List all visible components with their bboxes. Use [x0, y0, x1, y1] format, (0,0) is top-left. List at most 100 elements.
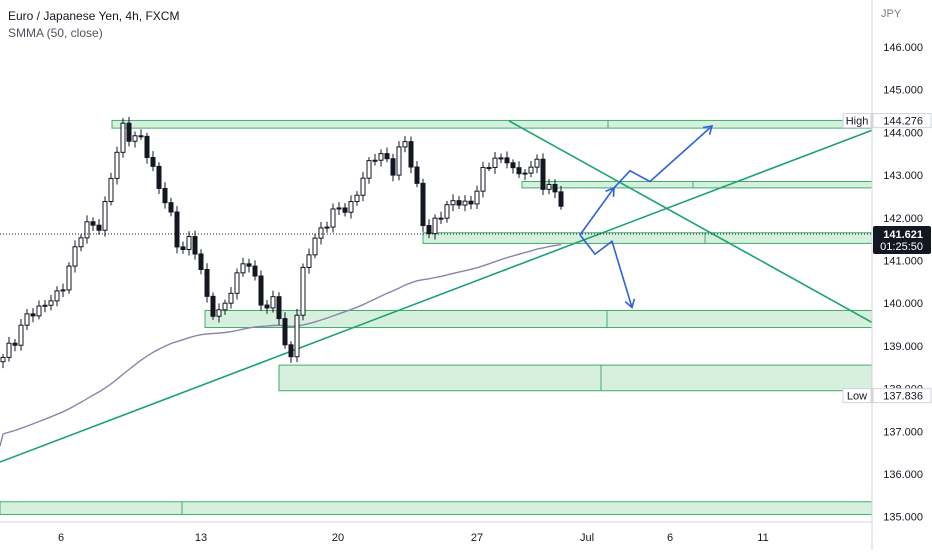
candle-body [462, 200, 468, 206]
candle [6, 336, 12, 362]
candle-body [438, 217, 444, 220]
candle [324, 221, 330, 233]
candle-body [210, 295, 216, 317]
candle-body [522, 172, 528, 175]
candle-body [270, 296, 276, 309]
y-tick-label: 145.000 [883, 85, 923, 97]
candle [510, 159, 516, 174]
candle-body [36, 305, 42, 317]
candle-body [306, 254, 312, 268]
candle [306, 248, 312, 274]
candle-body [288, 344, 294, 358]
candle [276, 292, 282, 325]
candle-body [336, 207, 342, 210]
candle [198, 249, 204, 275]
candle-body [12, 342, 18, 346]
candle-body [0, 356, 6, 363]
x-tick-label: 6 [667, 532, 673, 544]
x-tick-label: 13 [195, 532, 207, 544]
descending-trendline [508, 120, 873, 324]
candle-body [396, 146, 402, 176]
candle-body [486, 167, 492, 170]
candle [438, 211, 444, 224]
last-price-badge [873, 225, 931, 254]
candle-body [156, 165, 162, 189]
x-tick-label: 11 [757, 532, 768, 544]
candle [414, 161, 420, 188]
candle [474, 185, 480, 210]
candle-body [174, 211, 180, 248]
projection-arrows [579, 125, 714, 309]
candle [462, 195, 468, 212]
candle [72, 240, 78, 273]
candle [282, 312, 288, 349]
candle [150, 151, 156, 172]
candle [420, 178, 426, 232]
candle-body [492, 157, 498, 169]
candle [516, 161, 522, 178]
candle [240, 257, 246, 277]
bar-countdown: 01:25:50 [880, 241, 923, 253]
candle [408, 136, 414, 174]
candle-body [18, 324, 24, 346]
candle [396, 141, 402, 181]
ascending-trendline [0, 129, 873, 463]
zone-2 [521, 181, 873, 189]
candle [294, 308, 300, 363]
candle-body [30, 313, 36, 317]
y-tick-label: 135.000 [883, 512, 923, 524]
candle-body [66, 265, 72, 291]
y-tick-label: 137.000 [883, 426, 923, 438]
candle [222, 299, 228, 315]
candle [90, 217, 96, 231]
y-tick-label: 143.000 [883, 170, 923, 182]
candle-body [450, 200, 456, 206]
candle-body [42, 304, 48, 307]
candle [552, 179, 558, 199]
candle [144, 132, 150, 164]
candle [252, 260, 258, 281]
candle [402, 136, 408, 153]
candle [168, 197, 174, 217]
trendlines [0, 120, 873, 463]
candle-body [360, 177, 366, 196]
candle-body [72, 246, 78, 267]
support-resistance-zones [0, 119, 873, 516]
candle-body [84, 221, 90, 239]
candle-body [420, 182, 426, 227]
low-price-box [872, 388, 932, 404]
candle-body [378, 153, 384, 161]
candle-body [252, 265, 258, 277]
candle [348, 195, 354, 219]
candle [216, 303, 222, 323]
candle [54, 286, 60, 307]
candle-body [222, 302, 228, 311]
candle [312, 233, 318, 259]
candle [288, 341, 294, 363]
candle-body [444, 204, 450, 219]
high-tag-label: High [846, 116, 869, 128]
candle-body [192, 236, 198, 255]
candle [480, 161, 486, 198]
candle-body [144, 135, 150, 158]
candle [390, 153, 396, 182]
candle [66, 262, 72, 294]
candle [384, 147, 390, 163]
candle-body [558, 191, 564, 207]
candle-body [180, 246, 186, 250]
y-tick-label: 146.000 [883, 42, 923, 54]
last-price-value: 141.621 [883, 229, 923, 241]
candle [24, 309, 30, 331]
low-tag-label: Low [847, 391, 867, 403]
candle-body [426, 225, 432, 235]
candle [108, 172, 114, 206]
candle-body [240, 263, 246, 274]
candle-body [264, 304, 270, 309]
bearish-projection [579, 234, 633, 308]
y-tick-label: 142.000 [883, 213, 923, 225]
candle-body [300, 266, 306, 316]
candle-body [276, 296, 282, 320]
candle [78, 234, 84, 252]
